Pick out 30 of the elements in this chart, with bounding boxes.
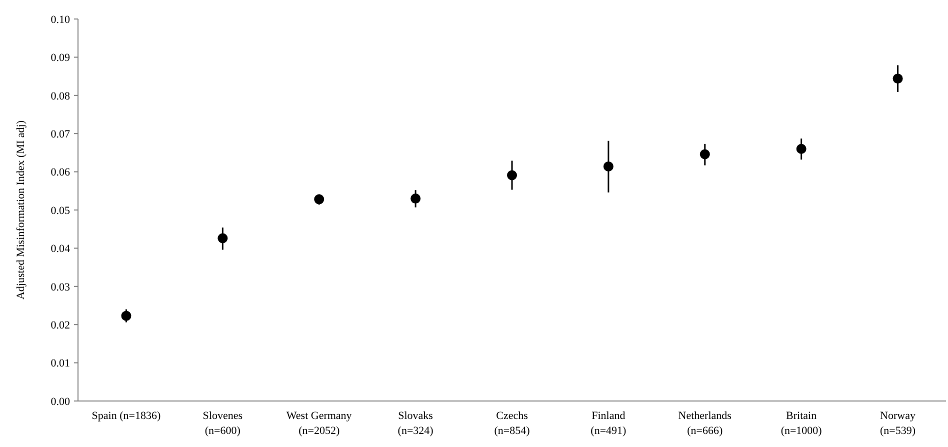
y-tick-label: 0.00 [50, 396, 70, 408]
point [218, 233, 228, 244]
y-tick-label: 0.05 [50, 204, 70, 217]
y-tick-label: 0.06 [50, 166, 70, 179]
x-tick-label: Slovenes (n=600) [202, 410, 243, 437]
point [314, 194, 324, 204]
y-tick-label: 0.10 [50, 14, 70, 26]
point [410, 194, 421, 204]
x-tick-label: Britain (n=1000) [780, 410, 822, 437]
point [121, 310, 132, 321]
y-tick-label: 0.02 [50, 319, 70, 332]
y-tick-label: 0.09 [50, 52, 70, 64]
y-tick-label: 0.04 [50, 243, 70, 256]
y-tick-label: 0.08 [50, 90, 70, 102]
x-tick-label: Netherlands (n=666) [678, 410, 732, 437]
point [603, 161, 614, 172]
y-tick-label: 0.07 [50, 128, 70, 140]
x-tick-label: Slovaks (n=324) [398, 410, 434, 437]
y-tick-label: 0.03 [50, 281, 70, 294]
point [796, 144, 806, 154]
x-tick-label: Finland (n=491) [590, 410, 627, 437]
x-tick-label: Czechs (n=854) [494, 410, 530, 437]
y-tick-label: 0.01 [50, 358, 70, 370]
point [700, 149, 710, 160]
y-axis-title: Adjusted Misinformation Index (MI adj) [15, 120, 27, 300]
point [507, 170, 517, 180]
x-tick-label: West Germany (n=2052) [286, 410, 352, 437]
x-tick-label: Norway (n=539) [880, 410, 916, 437]
point [892, 74, 903, 84]
x-tick-label: Spain (n=1836) [92, 410, 161, 422]
